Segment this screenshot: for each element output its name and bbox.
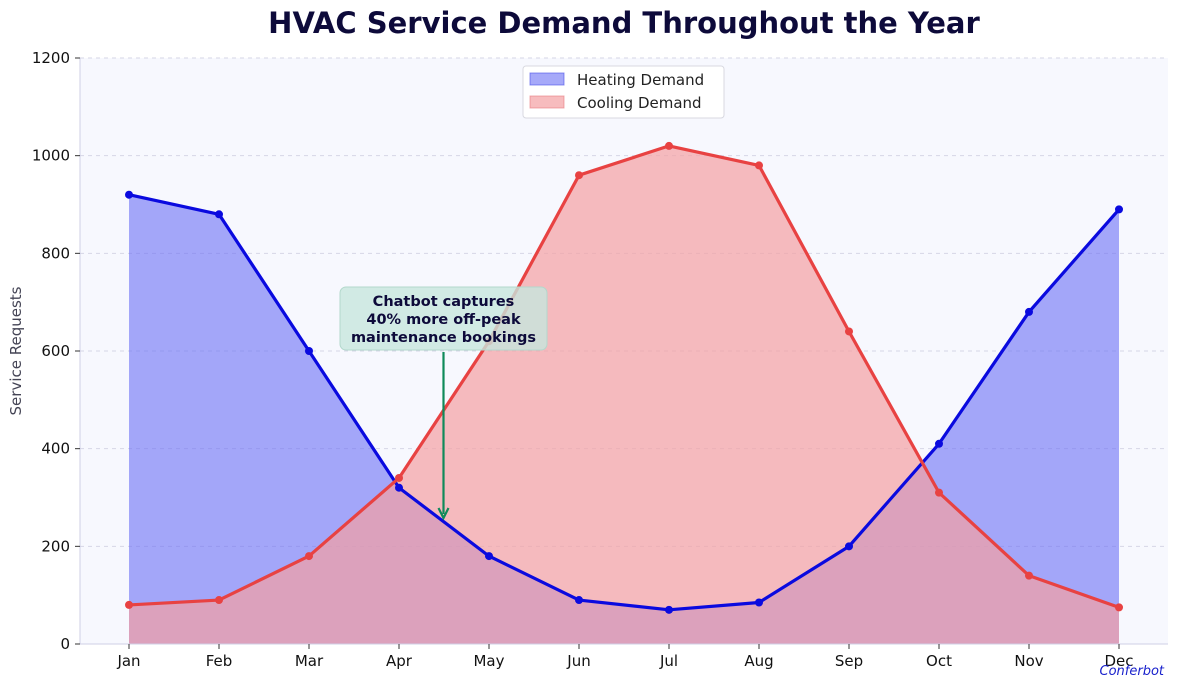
data-point-series-1: [845, 327, 853, 336]
data-point-series-1: [305, 552, 313, 561]
x-tick-label: Aug: [744, 652, 773, 670]
x-tick-label: Oct: [926, 652, 952, 670]
y-tick-label: 1200: [32, 49, 70, 67]
x-tick-label: May: [473, 652, 504, 670]
chart-title: HVAC Service Demand Throughout the Year: [268, 6, 980, 40]
annotation-box: [339, 286, 548, 351]
legend-label-heating: Heating Demand: [577, 71, 704, 89]
x-tick-label: Dec: [1104, 652, 1133, 670]
data-point-series-1: [665, 141, 673, 150]
y-ticks: 0 200 400 600 800 1000 1200: [32, 49, 80, 653]
data-point-series-0: [1115, 205, 1123, 214]
data-point-series-1: [1115, 603, 1123, 612]
annotation-line-1: Chatbot captures: [373, 294, 515, 310]
x-ticks: Jan Feb Mar Apr May Jun Jul Aug Sep Oct Nov Dec: [116, 644, 1134, 670]
legend-label-cooling: Cooling Demand: [577, 94, 702, 112]
x-tick-label: Jul: [659, 652, 678, 670]
legend: Heating Demand Cooling Demand: [522, 65, 725, 119]
y-tick-label: 0: [60, 635, 70, 653]
annotation-arrow-head: [437, 507, 450, 521]
data-point-series-1: [935, 488, 943, 497]
data-point-series-0: [215, 210, 223, 219]
data-point-series-1: [215, 596, 223, 605]
series-lines: [128, 144, 1121, 612]
data-point-series-0: [485, 552, 493, 561]
data-point-series-0: [575, 596, 583, 605]
x-tick-label: Nov: [1014, 652, 1043, 670]
data-point-series-0: [935, 439, 943, 448]
data-point-series-1: [575, 171, 583, 180]
annotation-line-3: maintenance bookings: [351, 330, 536, 346]
y-tick-label: 200: [41, 537, 70, 555]
data-point-series-0: [665, 605, 673, 614]
legend-swatch-cooling: [529, 95, 565, 109]
data-point-series-0: [125, 190, 133, 199]
y-tick-label: 800: [41, 244, 70, 262]
x-tick-label: Feb: [206, 652, 233, 670]
annotation: Chatbot captures 40% more off-peak maint…: [339, 286, 548, 521]
y-tick-label: 1000: [32, 147, 70, 165]
y-tick-label: 600: [41, 342, 70, 360]
data-point-series-0: [395, 483, 403, 492]
data-point-series-0: [755, 598, 763, 607]
line-series-1: [128, 144, 1120, 609]
x-tick-label: Sep: [835, 652, 863, 670]
data-point-series-0: [845, 542, 853, 551]
data-point-series-1: [125, 600, 133, 609]
y-axis-label: Service Requests: [7, 286, 25, 415]
annotation-line-2: 40% more off-peak: [366, 312, 521, 328]
legend-swatch-heating: [529, 72, 565, 86]
legend-box: [522, 65, 725, 119]
data-point-series-0: [305, 347, 313, 355]
data-point-series-0: [1025, 307, 1033, 316]
x-tick-label: Mar: [295, 652, 324, 670]
x-tick-label: Jun: [566, 652, 590, 670]
data-point-series-1: [1025, 571, 1033, 580]
data-point-series-1: [755, 161, 763, 170]
line-series-0: [128, 193, 1121, 612]
data-point-series-1: [395, 473, 403, 482]
x-tick-label: Apr: [386, 652, 413, 670]
x-tick-label: Jan: [116, 652, 140, 670]
y-tick-label: 400: [41, 440, 70, 458]
watermark: Conferbot: [1100, 664, 1165, 679]
